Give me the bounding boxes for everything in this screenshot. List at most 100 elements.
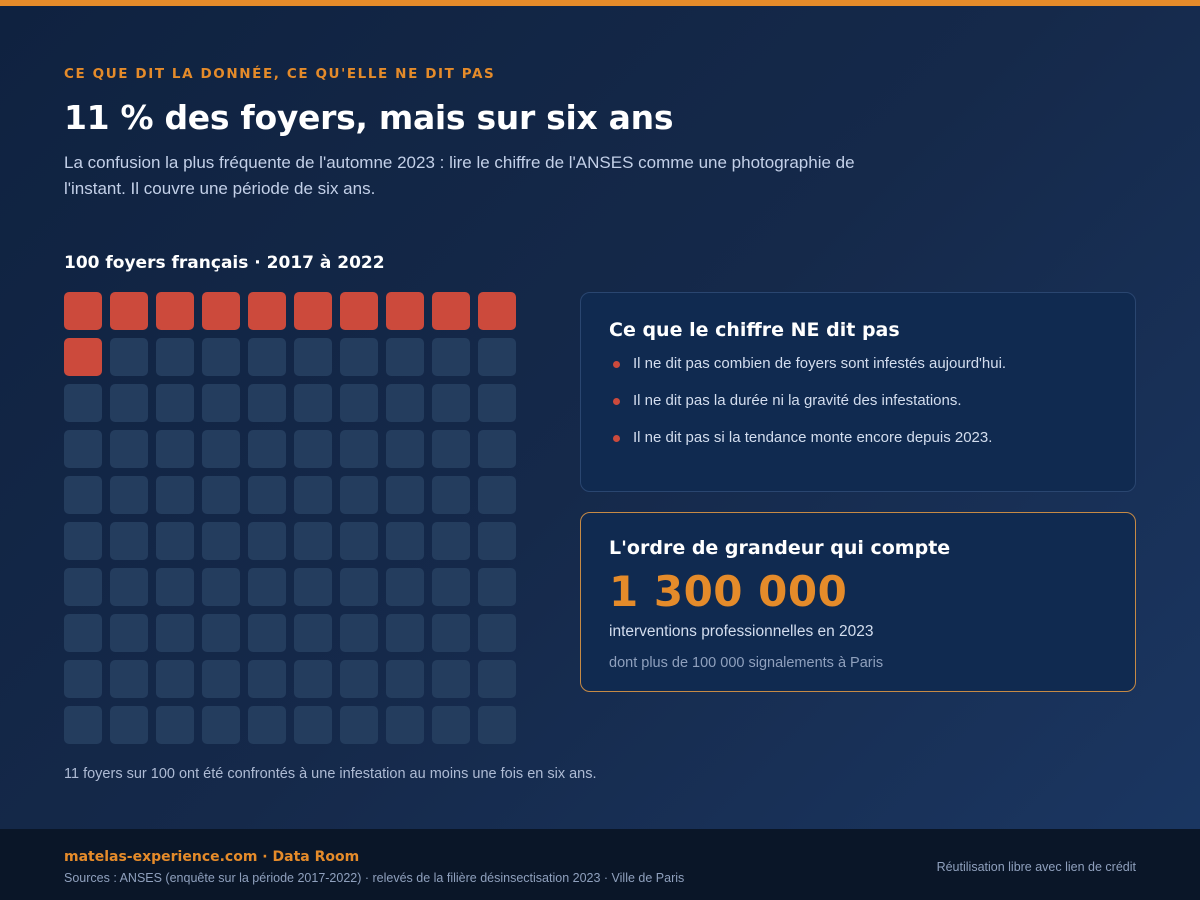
waffle-cell <box>340 522 378 560</box>
not-said-list: Il ne dit pas combien de foyers sont inf… <box>609 355 1107 466</box>
waffle-cell-infested <box>110 292 148 330</box>
waffle-cell <box>248 384 286 422</box>
waffle-cell <box>340 476 378 514</box>
key-figure: 1 300 000 <box>609 567 848 616</box>
waffle-cell <box>386 384 424 422</box>
footer: matelas-experience.com · Data Room Sourc… <box>0 829 1200 900</box>
waffle-cell <box>340 614 378 652</box>
waffle-cell <box>64 384 102 422</box>
waffle-cell <box>64 568 102 606</box>
footer-sources: Sources : ANSES (enquête sur la période … <box>64 871 685 885</box>
waffle-cell <box>294 384 332 422</box>
waffle-cell <box>432 522 470 560</box>
waffle-cell-infested <box>294 292 332 330</box>
waffle-cell <box>248 476 286 514</box>
waffle-cell-infested <box>478 292 516 330</box>
waffle-cell <box>110 384 148 422</box>
waffle-cell <box>156 706 194 744</box>
waffle-cell <box>202 338 240 376</box>
waffle-cell <box>340 430 378 468</box>
card-not-said-title: Ce que le chiffre NE dit pas <box>609 319 900 341</box>
waffle-cell <box>432 568 470 606</box>
list-item: Il ne dit pas la durée ni la gravité des… <box>609 392 1107 429</box>
waffle-cell <box>386 338 424 376</box>
waffle-cell <box>156 338 194 376</box>
waffle-cell <box>478 430 516 468</box>
bullet-dot-icon <box>613 361 620 368</box>
waffle-cell <box>64 614 102 652</box>
waffle-cell <box>110 614 148 652</box>
waffle-cell <box>64 706 102 744</box>
waffle-caption: 11 foyers sur 100 ont été confrontés à u… <box>64 766 597 782</box>
waffle-cell <box>432 384 470 422</box>
waffle-cell <box>432 338 470 376</box>
waffle-cell <box>248 614 286 652</box>
waffle-cell <box>110 338 148 376</box>
waffle-cell <box>386 522 424 560</box>
footer-license: Réutilisation libre avec lien de crédit <box>936 860 1136 874</box>
waffle-cell <box>202 660 240 698</box>
list-item: Il ne dit pas combien de foyers sont inf… <box>609 355 1107 392</box>
waffle-cell <box>386 660 424 698</box>
waffle-cell <box>478 384 516 422</box>
bullet-dot-icon <box>613 398 620 405</box>
waffle-cell <box>156 384 194 422</box>
waffle-cell <box>110 476 148 514</box>
list-item-text: Il ne dit pas la durée ni la gravité des… <box>633 392 962 409</box>
waffle-cell <box>478 476 516 514</box>
waffle-cell <box>64 430 102 468</box>
waffle-cell <box>340 660 378 698</box>
waffle-cell <box>478 338 516 376</box>
list-item: Il ne dit pas si la tendance monte encor… <box>609 429 1107 466</box>
waffle-cell <box>432 660 470 698</box>
kicker: CE QUE DIT LA DONNÉE, CE QU'ELLE NE DIT … <box>64 66 496 82</box>
waffle-cell <box>432 476 470 514</box>
waffle-cell <box>386 614 424 652</box>
waffle-cell <box>386 706 424 744</box>
waffle-title: 100 foyers français · 2017 à 2022 <box>64 253 385 273</box>
waffle-cell <box>386 430 424 468</box>
waffle-cell-infested <box>432 292 470 330</box>
waffle-cell <box>156 430 194 468</box>
waffle-cell <box>340 338 378 376</box>
waffle-cell <box>248 338 286 376</box>
waffle-cell-infested <box>340 292 378 330</box>
waffle-cell <box>202 568 240 606</box>
waffle-cell <box>64 522 102 560</box>
waffle-cell <box>64 476 102 514</box>
key-figure-label: interventions professionnelles en 2023 <box>609 623 874 640</box>
waffle-cell <box>478 614 516 652</box>
key-figure-note: dont plus de 100 000 signalements à Pari… <box>609 655 884 671</box>
waffle-cell <box>202 384 240 422</box>
waffle-cell <box>294 476 332 514</box>
waffle-cell <box>478 660 516 698</box>
waffle-cell <box>156 614 194 652</box>
waffle-cell-infested <box>64 292 102 330</box>
waffle-cell-infested <box>248 292 286 330</box>
waffle-cell <box>386 476 424 514</box>
waffle-cell <box>294 430 332 468</box>
list-item-text: Il ne dit pas si la tendance monte encor… <box>633 429 993 446</box>
waffle-cell <box>202 522 240 560</box>
waffle-chart <box>64 292 516 744</box>
waffle-cell <box>110 568 148 606</box>
waffle-cell <box>64 660 102 698</box>
waffle-cell <box>432 614 470 652</box>
waffle-cell <box>294 660 332 698</box>
waffle-cell <box>294 338 332 376</box>
waffle-cell <box>294 706 332 744</box>
waffle-cell <box>248 522 286 560</box>
waffle-cell <box>432 430 470 468</box>
waffle-cell <box>386 568 424 606</box>
waffle-cell <box>110 522 148 560</box>
waffle-cell <box>156 568 194 606</box>
waffle-cell-infested <box>64 338 102 376</box>
card-order-of-magnitude: L'ordre de grandeur qui compte 1 300 000… <box>580 512 1136 692</box>
waffle-cell <box>340 384 378 422</box>
waffle-cell <box>156 522 194 560</box>
waffle-cell <box>340 706 378 744</box>
waffle-cell <box>156 660 194 698</box>
list-item-text: Il ne dit pas combien de foyers sont inf… <box>633 355 1007 372</box>
waffle-cell <box>248 430 286 468</box>
waffle-cell <box>156 476 194 514</box>
